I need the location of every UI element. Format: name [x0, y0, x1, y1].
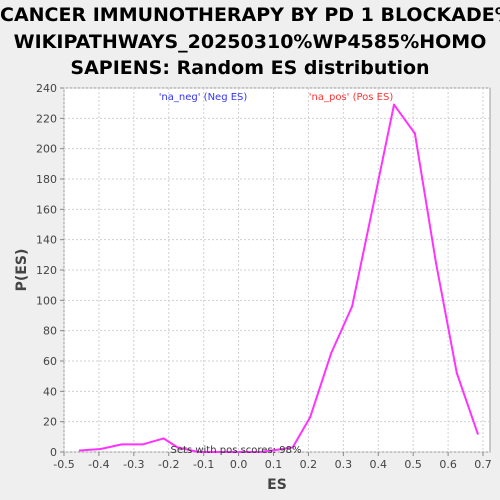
- y-axis-title: P(ES): [14, 249, 30, 292]
- pos-scores-annotation: Sets with pos scores: 98%: [171, 445, 302, 456]
- y-tick-label: 40: [43, 385, 57, 398]
- y-tick-label: 200: [36, 143, 57, 156]
- data-point: [260, 451, 263, 453]
- data-point: [434, 261, 437, 264]
- x-tick-label: 0.1: [265, 458, 283, 471]
- y-tick-label: 60: [43, 355, 57, 368]
- data-point: [476, 432, 479, 435]
- chart-title-line-1: CANCER IMMUNOTHERAPY BY PD 1 BLOCKADE%: [0, 4, 500, 26]
- y-tick-label: 180: [36, 173, 57, 186]
- chart-title-line-3: SAPIENS: Random ES distribution: [70, 57, 430, 79]
- data-point: [176, 446, 179, 449]
- x-tick-label: -0.4: [88, 458, 109, 471]
- x-tick-label: -0.5: [53, 458, 74, 471]
- data-point: [351, 305, 354, 308]
- y-tick-label: 240: [36, 82, 57, 95]
- chart-title-line-2: WIKIPATHWAYS_20250310%WP4585%HOMO: [13, 30, 487, 53]
- data-point: [162, 437, 165, 440]
- x-tick-label: 0.6: [439, 458, 457, 471]
- data-point: [291, 446, 294, 449]
- data-point: [99, 447, 102, 450]
- data-point: [413, 132, 416, 135]
- data-point: [309, 416, 312, 419]
- x-tick-label: 0.7: [474, 458, 492, 471]
- data-point: [141, 443, 144, 446]
- x-tick-label: 0.0: [230, 458, 248, 471]
- grid: [63, 87, 490, 453]
- data-point: [392, 103, 395, 106]
- data-point: [372, 205, 375, 208]
- y-tick-label: 120: [36, 264, 57, 277]
- x-tick-label: 0.3: [335, 458, 353, 471]
- x-tick-label: -0.1: [193, 458, 214, 471]
- x-tick-label: -0.2: [158, 458, 179, 471]
- data-point: [455, 372, 458, 375]
- x-tick-label: 0.4: [370, 458, 388, 471]
- legend-neg: 'na_neg' (Neg ES): [159, 92, 248, 103]
- y-tick-label: 80: [43, 325, 57, 338]
- data-point: [197, 451, 200, 453]
- data-point: [239, 451, 242, 453]
- y-tick-label: 0: [50, 446, 57, 459]
- data-point: [78, 449, 81, 452]
- x-axis-title: ES: [267, 477, 287, 493]
- x-tick-label: 0.5: [404, 458, 422, 471]
- series: [78, 103, 479, 453]
- data-point: [330, 352, 333, 355]
- data-point: [281, 447, 284, 450]
- y-tick-label: 160: [36, 203, 57, 216]
- ticks: -0.5 -0.4 -0.3 -0.2 -0.1 0.0 0.1 0.2 0.3 0.4 0.5 0.…: [36, 82, 492, 471]
- data-point: [218, 451, 221, 453]
- chart-title: CANCER IMMUNOTHERAPY BY PD 1 BLOCKADE% W…: [0, 0, 500, 82]
- y-tick-label: 20: [43, 416, 57, 429]
- y-tick-label: 100: [36, 294, 57, 307]
- data-point: [120, 443, 123, 446]
- y-tick-label: 220: [36, 112, 57, 125]
- x-tick-label: 0.2: [300, 458, 318, 471]
- y-tick-label: 140: [36, 234, 57, 247]
- legend-pos: 'na_pos' (Pos ES): [309, 92, 394, 103]
- x-tick-label: -0.3: [123, 458, 144, 471]
